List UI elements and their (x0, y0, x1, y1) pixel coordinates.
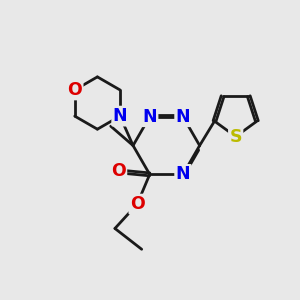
Text: N: N (176, 108, 190, 126)
Text: O: O (68, 81, 82, 99)
Text: O: O (130, 195, 145, 213)
Text: O: O (111, 162, 126, 180)
Text: N: N (176, 165, 190, 183)
Text: N: N (142, 108, 157, 126)
Text: S: S (230, 128, 242, 146)
Text: N: N (113, 107, 128, 125)
